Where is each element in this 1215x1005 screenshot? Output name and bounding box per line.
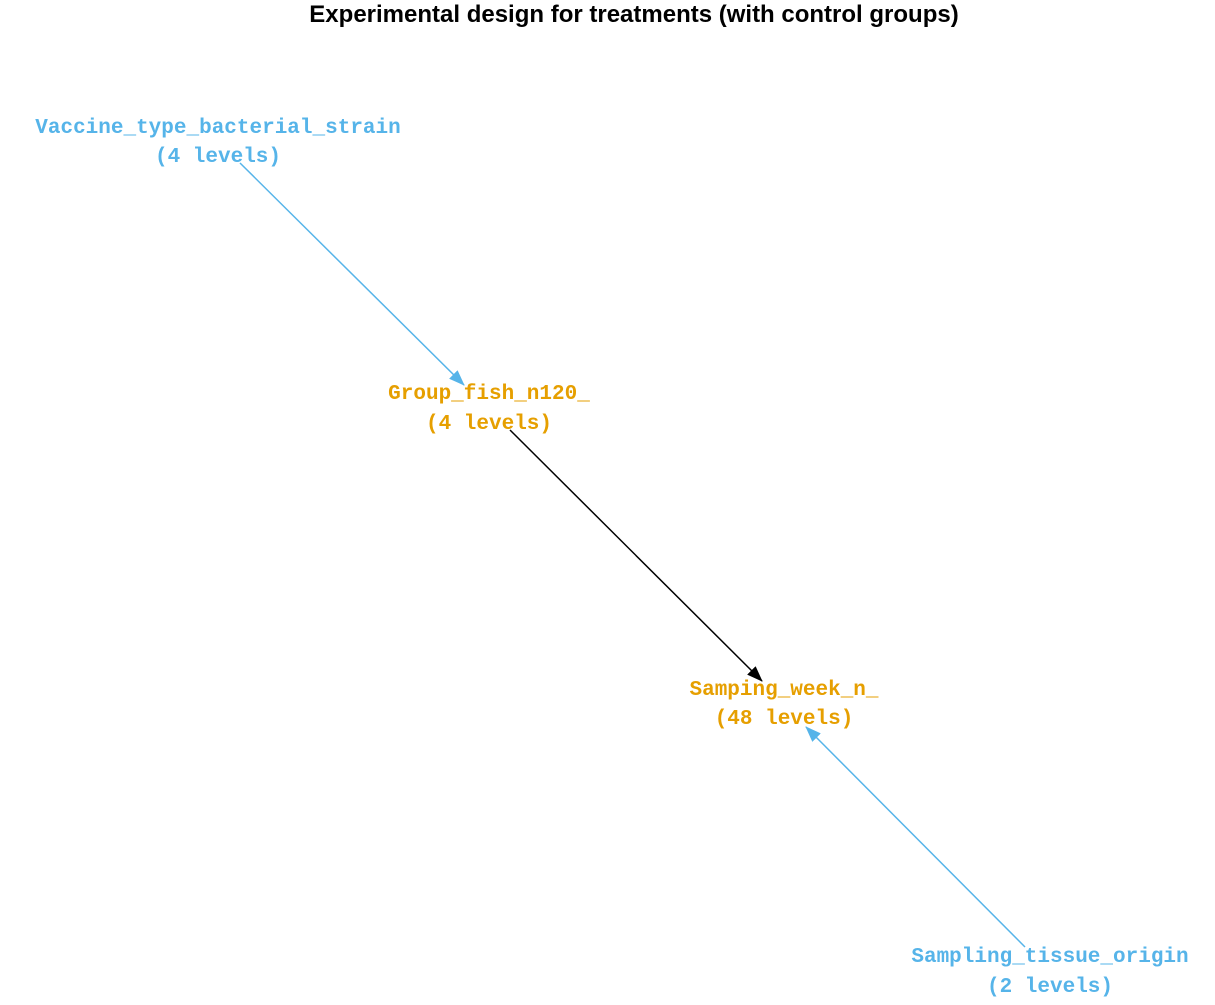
node-vaccine-levels: (4 levels) bbox=[155, 146, 281, 169]
node-tissue: Sampling_tissue_origin (2 levels) bbox=[911, 946, 1188, 999]
node-group: Group_fish_n120_ (4 levels) bbox=[388, 383, 590, 436]
node-group-levels: (4 levels) bbox=[426, 413, 552, 436]
node-group-name: Group_fish_n120_ bbox=[388, 383, 590, 406]
node-vaccine: Vaccine_type_bacterial_strain (4 levels) bbox=[35, 117, 400, 169]
node-vaccine-name: Vaccine_type_bacterial_strain bbox=[35, 117, 400, 140]
edge-tissue-to-week bbox=[805, 726, 1026, 948]
node-week-levels: (48 levels) bbox=[715, 708, 854, 731]
node-week: Samping_week_n_ (48 levels) bbox=[689, 679, 878, 731]
edge-group-to-week bbox=[509, 429, 763, 682]
edge-vaccine-to-group bbox=[239, 162, 465, 386]
diagram-title: Experimental design for treatments (with… bbox=[309, 1, 958, 28]
node-week-name: Samping_week_n_ bbox=[689, 679, 878, 702]
node-tissue-levels: (2 levels) bbox=[987, 976, 1113, 999]
node-tissue-name: Sampling_tissue_origin bbox=[911, 946, 1188, 969]
